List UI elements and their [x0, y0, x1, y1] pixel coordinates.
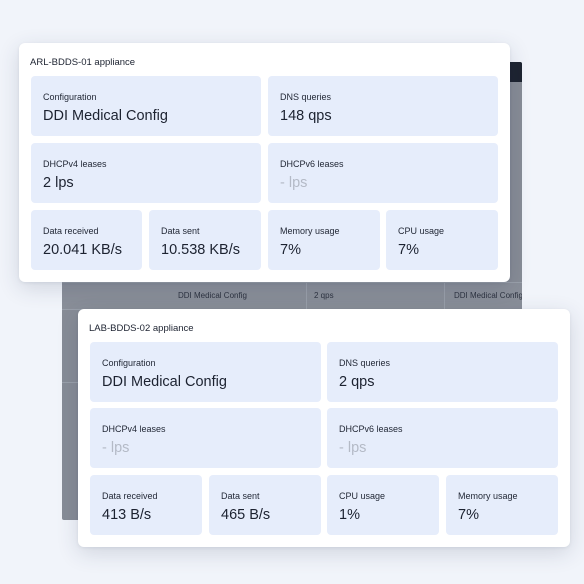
tile-label: DNS queries — [280, 92, 332, 102]
tile-value: 148 qps — [280, 108, 332, 124]
tile-value: 2 lps — [43, 175, 74, 191]
tile-value: 1% — [339, 507, 360, 523]
tile-data-received: Data received 20.041 KB/s — [31, 210, 142, 270]
tile-label: Memory usage — [458, 491, 518, 501]
tile-label: DNS queries — [339, 358, 391, 368]
tile-dhcpv4-leases: DHCPv4 leases 2 lps — [31, 143, 261, 203]
appliance-card-arl-bdds-01[interactable]: ARL-BDDS-01 appliance Configuration DDI … — [19, 43, 510, 282]
tile-label: Data sent — [161, 226, 200, 236]
tile-label: Data sent — [221, 491, 260, 501]
tile-configuration: Configuration DDI Medical Config — [31, 76, 261, 136]
tile-value: DDI Medical Config — [43, 108, 168, 124]
tile-data-received: Data received 413 B/s — [90, 475, 202, 535]
tile-value: - lps — [339, 440, 367, 456]
tile-value: 10.538 KB/s — [161, 242, 240, 258]
tile-value: 20.041 KB/s — [43, 242, 122, 258]
tile-value: - lps — [102, 440, 130, 456]
tile-label: Data received — [43, 226, 99, 236]
tile-dns-queries: DNS queries 2 qps — [327, 342, 558, 402]
tile-label: Configuration — [43, 92, 97, 102]
tile-data-sent: Data sent 10.538 KB/s — [149, 210, 261, 270]
tile-label: CPU usage — [339, 491, 386, 501]
tile-label: CPU usage — [398, 226, 445, 236]
tile-configuration: Configuration DDI Medical Config — [90, 342, 321, 402]
background-table-cell: DDI Medical Config — [454, 291, 522, 300]
tile-label: DHCPv6 leases — [339, 424, 403, 434]
background-column-divider — [444, 283, 445, 309]
tile-data-sent: Data sent 465 B/s — [209, 475, 321, 535]
tile-dhcpv6-leases: DHCPv6 leases - lps — [327, 408, 558, 468]
tile-value: 2 qps — [339, 374, 375, 390]
appliance-card-title: LAB-BDDS-02 appliance — [89, 323, 194, 334]
background-table-row: DDI Medical Config 2 qps DDI Medical Con… — [62, 282, 522, 310]
appliance-card-title: ARL-BDDS-01 appliance — [30, 57, 136, 68]
tile-label: Configuration — [102, 358, 156, 368]
background-table-cell: 2 qps — [314, 291, 334, 300]
tile-dhcpv4-leases: DHCPv4 leases - lps — [90, 408, 321, 468]
tile-dns-queries: DNS queries 148 qps — [268, 76, 498, 136]
tile-value: 7% — [458, 507, 479, 523]
tile-value: DDI Medical Config — [102, 374, 227, 390]
background-column-divider — [306, 283, 307, 309]
tile-label: Data received — [102, 491, 158, 501]
tile-label: Memory usage — [280, 226, 340, 236]
tile-value: 465 B/s — [221, 507, 271, 523]
tile-value: 7% — [280, 242, 301, 258]
tile-value: 413 B/s — [102, 507, 152, 523]
tile-cpu-usage: CPU usage 1% — [327, 475, 439, 535]
tile-dhcpv6-leases: DHCPv6 leases - lps — [268, 143, 498, 203]
tile-label: DHCPv4 leases — [102, 424, 166, 434]
tile-cpu-usage: CPU usage 7% — [386, 210, 498, 270]
tile-value: - lps — [280, 175, 308, 191]
tile-memory-usage: Memory usage 7% — [268, 210, 380, 270]
tile-value: 7% — [398, 242, 419, 258]
tile-memory-usage: Memory usage 7% — [446, 475, 558, 535]
appliance-card-lab-bdds-02[interactable]: LAB-BDDS-02 appliance Configuration DDI … — [78, 309, 570, 547]
background-table-cell: DDI Medical Config — [178, 291, 247, 300]
tile-label: DHCPv4 leases — [43, 159, 107, 169]
tile-label: DHCPv6 leases — [280, 159, 344, 169]
